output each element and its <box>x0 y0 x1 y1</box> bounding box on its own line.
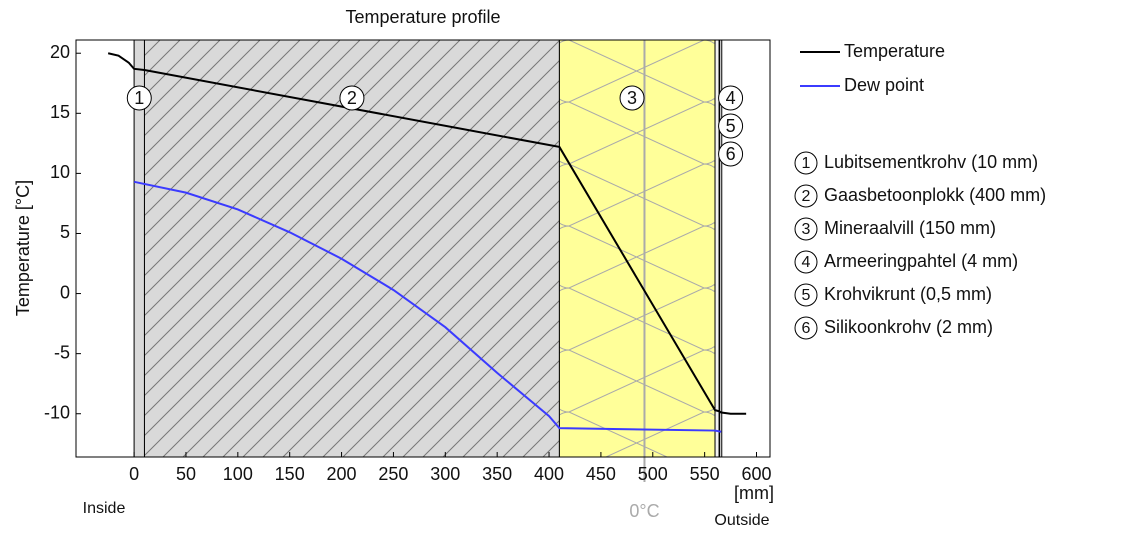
x-unit: [mm] <box>734 483 774 503</box>
legend-number: 5 <box>802 287 811 304</box>
legend-layer-label: Krohvikrunt (0,5 mm) <box>824 284 992 304</box>
layer-number: 4 <box>726 88 736 108</box>
legend-number: 6 <box>802 320 811 337</box>
x-tick-label: 250 <box>378 464 408 484</box>
legend-label: Dew point <box>844 75 924 95</box>
x-tick-label: 500 <box>638 464 668 484</box>
y-tick-label: -5 <box>54 342 70 362</box>
y-tick-label: 5 <box>60 222 70 242</box>
legend-layer-label: Mineraalvill (150 mm) <box>824 218 996 238</box>
layer-number: 2 <box>347 88 357 108</box>
legend-label: Temperature <box>844 41 945 61</box>
layer-number: 1 <box>134 88 144 108</box>
chart-title: Temperature profile <box>345 7 500 27</box>
x-tick-label: 200 <box>327 464 357 484</box>
y-tick-label: -10 <box>44 402 70 422</box>
legend-layer-label: Armeeringpahtel (4 mm) <box>824 251 1018 271</box>
inside-label: Inside <box>83 500 126 517</box>
y-tick-label: 10 <box>50 162 70 182</box>
layer <box>715 40 719 457</box>
x-tick-label: 550 <box>690 464 720 484</box>
legend-number: 1 <box>802 155 811 172</box>
chart: Temperature profile Temperature [°C] [mm… <box>0 0 1138 533</box>
legend-layer-label: Lubitsementkrohv (10 mm) <box>824 152 1038 172</box>
x-tick-label: 50 <box>176 464 196 484</box>
legend-layer-label: Silikoonkrohv (2 mm) <box>824 317 993 337</box>
layer-number: 6 <box>726 144 736 164</box>
legend-number: 2 <box>802 188 811 205</box>
y-tick-label: 15 <box>50 102 70 122</box>
x-tick-label: 300 <box>430 464 460 484</box>
y-tick-label: 0 <box>60 282 70 302</box>
y-axis-label: Temperature [°C] <box>13 180 33 316</box>
layer-number: 3 <box>627 88 637 108</box>
legend-number: 3 <box>802 221 811 238</box>
x-tick-label: 600 <box>741 464 771 484</box>
x-tick-label: 400 <box>534 464 564 484</box>
outside-label: Outside <box>714 512 769 529</box>
zero-label: 0°C <box>629 501 659 521</box>
x-tick-label: 350 <box>482 464 512 484</box>
x-tick-label: 450 <box>586 464 616 484</box>
x-tick-label: 150 <box>275 464 305 484</box>
y-tick-label: 20 <box>50 42 70 62</box>
layer-number: 5 <box>726 116 736 136</box>
legend-layer-label: Gaasbetoonplokk (400 mm) <box>824 185 1046 205</box>
legend-number: 4 <box>802 254 811 271</box>
x-tick-label: 0 <box>129 464 139 484</box>
x-tick-label: 100 <box>223 464 253 484</box>
